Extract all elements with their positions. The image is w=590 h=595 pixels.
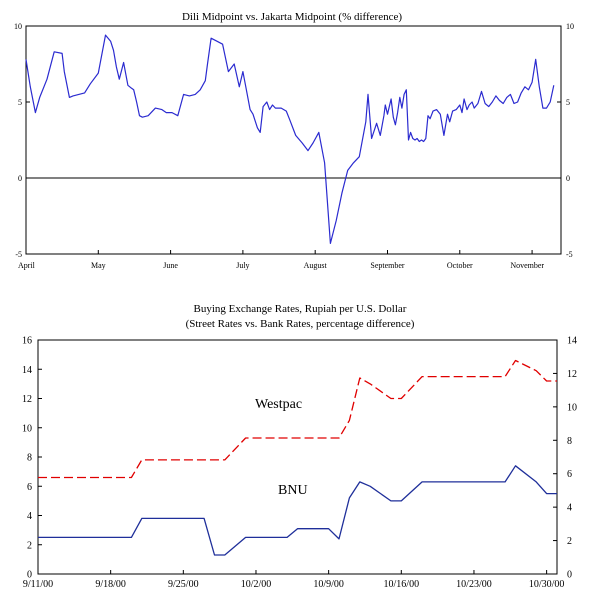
chart2-y-tick-label: 14 (22, 365, 32, 376)
chart1-series-line (25, 34, 555, 244)
chart2-x-tick-label: 10/9/00 (313, 579, 344, 590)
chart-dili-vs-jakarta: Dili Midpoint vs. Jakarta Midpoint (% di… (14, 11, 574, 270)
chart2-y-tick-label: 0 (27, 570, 32, 581)
legend-label-westpac: Westpac (255, 397, 302, 412)
chart2-x-tick-label: 9/25/00 (168, 579, 199, 590)
legend-label-bnu: BNU (278, 483, 308, 498)
chart1-title: Dili Midpoint vs. Jakarta Midpoint (% di… (182, 11, 402, 23)
chart1-y-tick-label: 5 (18, 98, 22, 107)
chart2-subtitle: (Street Rates vs. Bank Rates, percentage… (186, 318, 415, 330)
chart2-series-westpac (38, 359, 557, 479)
chart2-y-tick-label-right: 4 (567, 503, 572, 514)
chart2-x-tick-label: 10/23/00 (456, 579, 492, 590)
chart2-y-tick-label-right: 10 (567, 402, 577, 413)
chart2-title: Buying Exchange Rates, Rupiah per U.S. D… (194, 303, 407, 315)
chart2-y-tick-label-right: 14 (567, 336, 577, 347)
chart2-y-tick-label-right: 8 (567, 436, 572, 447)
chart2-y-tick-label: 16 (22, 336, 32, 347)
chart2-y-tick-label: 6 (27, 482, 32, 493)
chart2-y-tick-label-right: 12 (567, 369, 577, 380)
chart2-x-tick-label: 9/18/00 (95, 579, 126, 590)
chart1-x-tick-label: September (370, 261, 405, 270)
chart1-y-tick-label: 0 (18, 174, 22, 183)
chart2-y-tick-label: 8 (27, 453, 32, 464)
chart1-x-tick-label: October (447, 261, 473, 270)
chart1-y-tick-label-right: 0 (566, 174, 570, 183)
chart1-x-tick-label: July (236, 261, 249, 270)
chart2-y-tick-label: 4 (27, 511, 32, 522)
chart2-y-tick-label: 10 (22, 423, 32, 434)
chart2-y-tick-label: 12 (22, 394, 32, 405)
chart2-x-tick-label: 10/2/00 (241, 579, 272, 590)
chart2-series-bnu (38, 465, 557, 556)
chart1-y-tick-label-right: 5 (566, 98, 570, 107)
chart1-x-tick-label: April (18, 261, 36, 270)
chart2-plot-frame (37, 339, 558, 575)
chart1-x-tick-label: May (91, 261, 106, 270)
chart2-x-tick-label: 9/11/00 (23, 579, 53, 590)
chart-buying-exchange-rates: Buying Exchange Rates, Rupiah per U.S. D… (22, 303, 577, 590)
chart1-x-tick-label: November (510, 261, 544, 270)
chart2-y-tick-label-right: 6 (567, 469, 572, 480)
chart1-y-tick-label: 10 (14, 22, 22, 31)
chart1-plot-frame (25, 25, 562, 255)
chart2-x-tick-label: 10/30/00 (529, 579, 565, 590)
chart1-y-tick-label-right: 10 (566, 22, 574, 31)
chart1-x-tick-label: August (304, 261, 328, 270)
chart2-y-tick-label: 2 (27, 540, 32, 551)
chart1-x-tick-label: June (163, 261, 178, 270)
chart1-y-tick-label: -5 (15, 250, 22, 259)
chart2-x-tick-label: 10/16/00 (384, 579, 420, 590)
chart1-y-tick-label-right: -5 (566, 250, 573, 259)
chart2-y-tick-label-right: 2 (567, 536, 572, 547)
chart2-y-tick-label-right: 0 (567, 570, 572, 581)
